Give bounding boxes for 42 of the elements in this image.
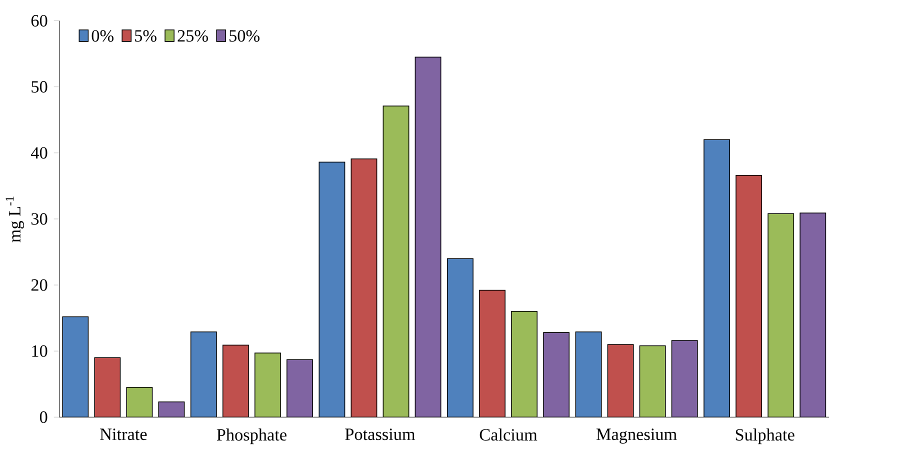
x-tick-label: Calcium: [480, 428, 538, 440]
bar: [94, 357, 121, 417]
bar: [447, 258, 474, 417]
bar: [158, 401, 185, 417]
y-tick-label: 0: [40, 411, 48, 423]
legend-label: 5%: [135, 30, 156, 42]
bar: [286, 359, 313, 417]
bar: [62, 316, 89, 417]
bar: [639, 345, 666, 417]
legend-label: 0%: [92, 30, 114, 42]
x-tick-label: Potassium: [345, 428, 416, 440]
y-tick-label: 50: [32, 80, 48, 92]
bar: [543, 332, 570, 417]
bar: [382, 105, 410, 417]
x-tick-label: Nitrate: [100, 428, 147, 440]
x-tick-label: Sulphate: [736, 428, 794, 444]
y-tick-label: 10: [32, 345, 48, 357]
x-tick-label: Magnesium: [596, 428, 677, 444]
x-tick-label: Phosphate: [216, 428, 286, 444]
bar: [511, 310, 538, 417]
bar: [768, 213, 794, 417]
bar: [607, 344, 634, 417]
legend-label: 25%: [178, 30, 208, 42]
y-tick-label: 30: [31, 212, 48, 225]
bar: [222, 344, 249, 417]
y-axis-title: mg L$^{-1}$: [6, 196, 24, 242]
bar: [736, 174, 762, 417]
bar: [671, 340, 698, 417]
y-tick-label: 20: [31, 278, 48, 291]
bar: [254, 352, 281, 417]
bar: [479, 290, 506, 417]
bar: [704, 139, 730, 417]
legend-label: 50%: [230, 30, 260, 42]
y-tick-label: 60: [31, 14, 48, 26]
bar: [126, 386, 153, 417]
bar: [318, 162, 346, 417]
bar: [350, 158, 378, 417]
bar: [414, 56, 442, 417]
bar: [575, 331, 602, 417]
bar: [190, 331, 217, 417]
y-tick-label: 40: [31, 146, 48, 158]
bar: [800, 212, 826, 417]
